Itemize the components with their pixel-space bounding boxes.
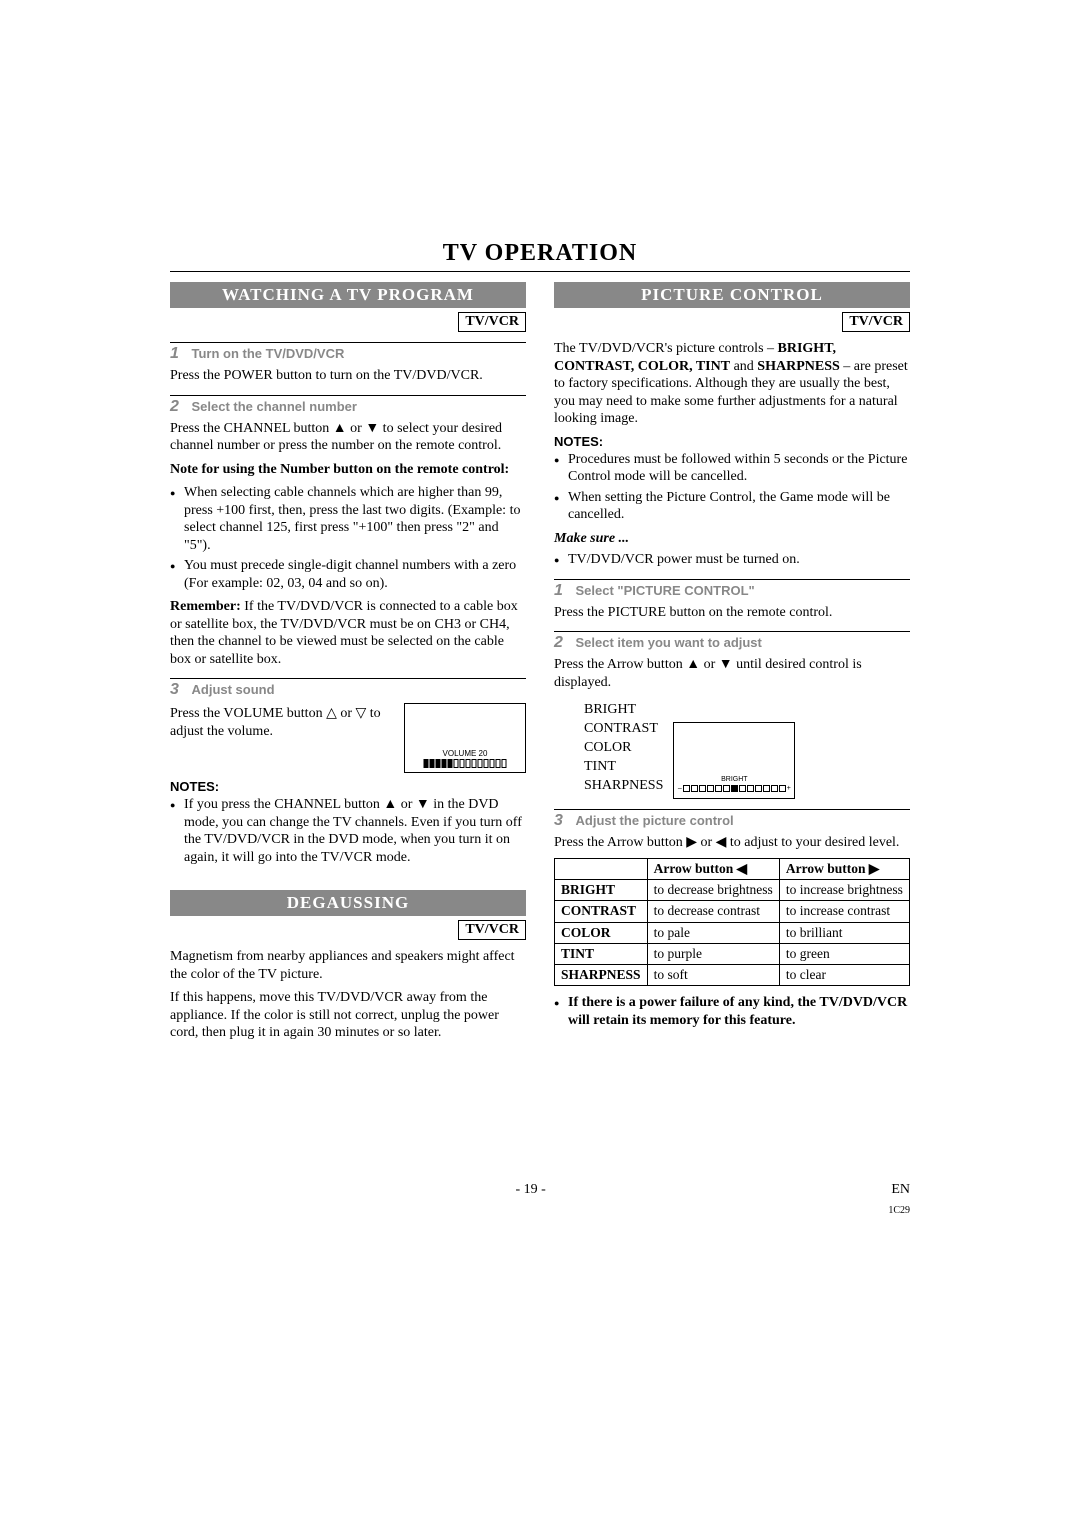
- row-key: BRIGHT: [555, 880, 648, 901]
- step-title: Select item you want to adjust: [576, 635, 762, 650]
- cell: to green: [779, 943, 909, 964]
- row-key: SHARPNESS: [555, 964, 648, 985]
- osd-label: BRIGHT: [674, 776, 794, 783]
- row-key: TINT: [555, 943, 648, 964]
- cell: to clear: [779, 964, 909, 985]
- cell: to decrease contrast: [647, 901, 779, 922]
- step-number: 3: [170, 681, 188, 699]
- notes-heading: NOTES:: [170, 779, 526, 794]
- pc-step1-body: Press the PICTURE button on the remote c…: [554, 604, 910, 622]
- make-sure-heading: Make sure ...: [554, 530, 910, 548]
- cell: to pale: [647, 922, 779, 943]
- cell: to increase brightness: [779, 880, 909, 901]
- picture-item: BRIGHT: [584, 701, 663, 720]
- step-number: 2: [170, 398, 188, 416]
- page-number: - 19 -: [516, 1182, 546, 1198]
- step-2-body: Press the CHANNEL button ▲ or ▼ to selec…: [170, 420, 526, 455]
- step-title: Adjust sound: [192, 682, 275, 697]
- cell: to soft: [647, 964, 779, 985]
- table-row: COLORto paleto brilliant: [555, 922, 910, 943]
- step-number: 1: [170, 345, 188, 363]
- row-key: COLOR: [555, 922, 648, 943]
- picture-item: CONTRAST: [584, 720, 663, 739]
- pc-step-2: 2 Select item you want to adjust: [554, 631, 910, 652]
- power-failure-note: If there is a power failure of any kind,…: [554, 994, 910, 1029]
- picture-item: TINT: [584, 758, 663, 777]
- cell: to purple: [647, 943, 779, 964]
- pc-step-3: 3 Adjust the picture control: [554, 809, 910, 830]
- degaussing-banner: DEGAUSSING: [170, 890, 526, 916]
- step-number: 3: [554, 812, 572, 830]
- bullet: If you press the CHANNEL button ▲ or ▼ i…: [170, 796, 526, 866]
- degaussing-p2: If this happens, move this TV/DVD/VCR aw…: [170, 989, 526, 1042]
- page-footer: - 19 - EN: [170, 1182, 910, 1198]
- picture-item: SHARPNESS: [584, 777, 663, 796]
- step-2: 2 Select the channel number: [170, 395, 526, 416]
- page-code: 1C29: [888, 1205, 910, 1216]
- step-3-body: Press the VOLUME button △ or ▽ to adjust…: [170, 705, 396, 740]
- control-table: Arrow button ◀ Arrow button ▶ BRIGHTto d…: [554, 858, 910, 986]
- table-row: CONTRASTto decrease contrastto increase …: [555, 901, 910, 922]
- cell: to increase contrast: [779, 901, 909, 922]
- tvvcr-badge: TV/VCR: [458, 312, 526, 332]
- step-1-body: Press the POWER button to turn on the TV…: [170, 367, 526, 385]
- picture-items: BRIGHT CONTRAST COLOR TINT SHARPNESS: [584, 701, 663, 795]
- tvvcr-badge: TV/VCR: [458, 920, 526, 940]
- step-number: 2: [554, 634, 572, 652]
- pc-step-1: 1 Select "PICTURE CONTROL": [554, 579, 910, 600]
- notes-heading: NOTES:: [554, 434, 910, 449]
- tvvcr-badge: TV/VCR: [842, 312, 910, 332]
- picture-control-banner: PICTURE CONTROL: [554, 282, 910, 308]
- left-column: WATCHING A TV PROGRAM TV/VCR 1 Turn on t…: [170, 282, 526, 1048]
- step-number: 1: [554, 582, 572, 600]
- bullet: TV/DVD/VCR power must be turned on.: [554, 551, 910, 569]
- bullet: When setting the Picture Control, the Ga…: [554, 489, 910, 524]
- bullet: Procedures must be followed within 5 sec…: [554, 451, 910, 486]
- right-column: PICTURE CONTROL TV/VCR The TV/DVD/VCR's …: [554, 282, 910, 1048]
- step-1: 1 Turn on the TV/DVD/VCR: [170, 342, 526, 363]
- row-key: CONTRAST: [555, 901, 648, 922]
- page-lang: EN: [891, 1182, 910, 1198]
- osd-bar: –+: [674, 785, 794, 792]
- volume-label: VOLUME 20: [405, 749, 525, 758]
- th-left: Arrow button ◀: [647, 858, 779, 879]
- bullet: When selecting cable channels which are …: [170, 484, 526, 554]
- cell: to decrease brightness: [647, 880, 779, 901]
- table-row: TINTto purpleto green: [555, 943, 910, 964]
- watching-banner: WATCHING A TV PROGRAM: [170, 282, 526, 308]
- step-title: Adjust the picture control: [576, 813, 734, 828]
- table-row: BRIGHTto decrease brightnessto increase …: [555, 880, 910, 901]
- step-title: Turn on the TV/DVD/VCR: [192, 346, 345, 361]
- bright-osd-diagram: BRIGHT –+: [673, 722, 795, 799]
- th-blank: [555, 858, 648, 879]
- remember-text: Remember: If the TV/DVD/VCR is connected…: [170, 598, 526, 668]
- step-title: Select the channel number: [192, 399, 357, 414]
- picture-item: COLOR: [584, 739, 663, 758]
- picture-intro: The TV/DVD/VCR's picture controls – BRIG…: [554, 340, 910, 428]
- step-title: Select "PICTURE CONTROL": [576, 583, 755, 598]
- number-note-head: Note for using the Number button on the …: [170, 461, 526, 479]
- page-title: TV OPERATION: [170, 240, 910, 272]
- pc-step2-body: Press the Arrow button ▲ or ▼ until desi…: [554, 656, 910, 691]
- degaussing-p1: Magnetism from nearby appliances and spe…: [170, 948, 526, 983]
- volume-bar: [424, 759, 507, 768]
- pc-step3-body: Press the Arrow button ▶ or ◀ to adjust …: [554, 834, 910, 852]
- volume-osd-diagram: VOLUME 20: [404, 703, 526, 773]
- th-right: Arrow button ▶: [779, 858, 909, 879]
- cell: to brilliant: [779, 922, 909, 943]
- table-row: SHARPNESSto softto clear: [555, 964, 910, 985]
- bullet: You must precede single-digit channel nu…: [170, 557, 526, 592]
- step-3: 3 Adjust sound: [170, 678, 526, 699]
